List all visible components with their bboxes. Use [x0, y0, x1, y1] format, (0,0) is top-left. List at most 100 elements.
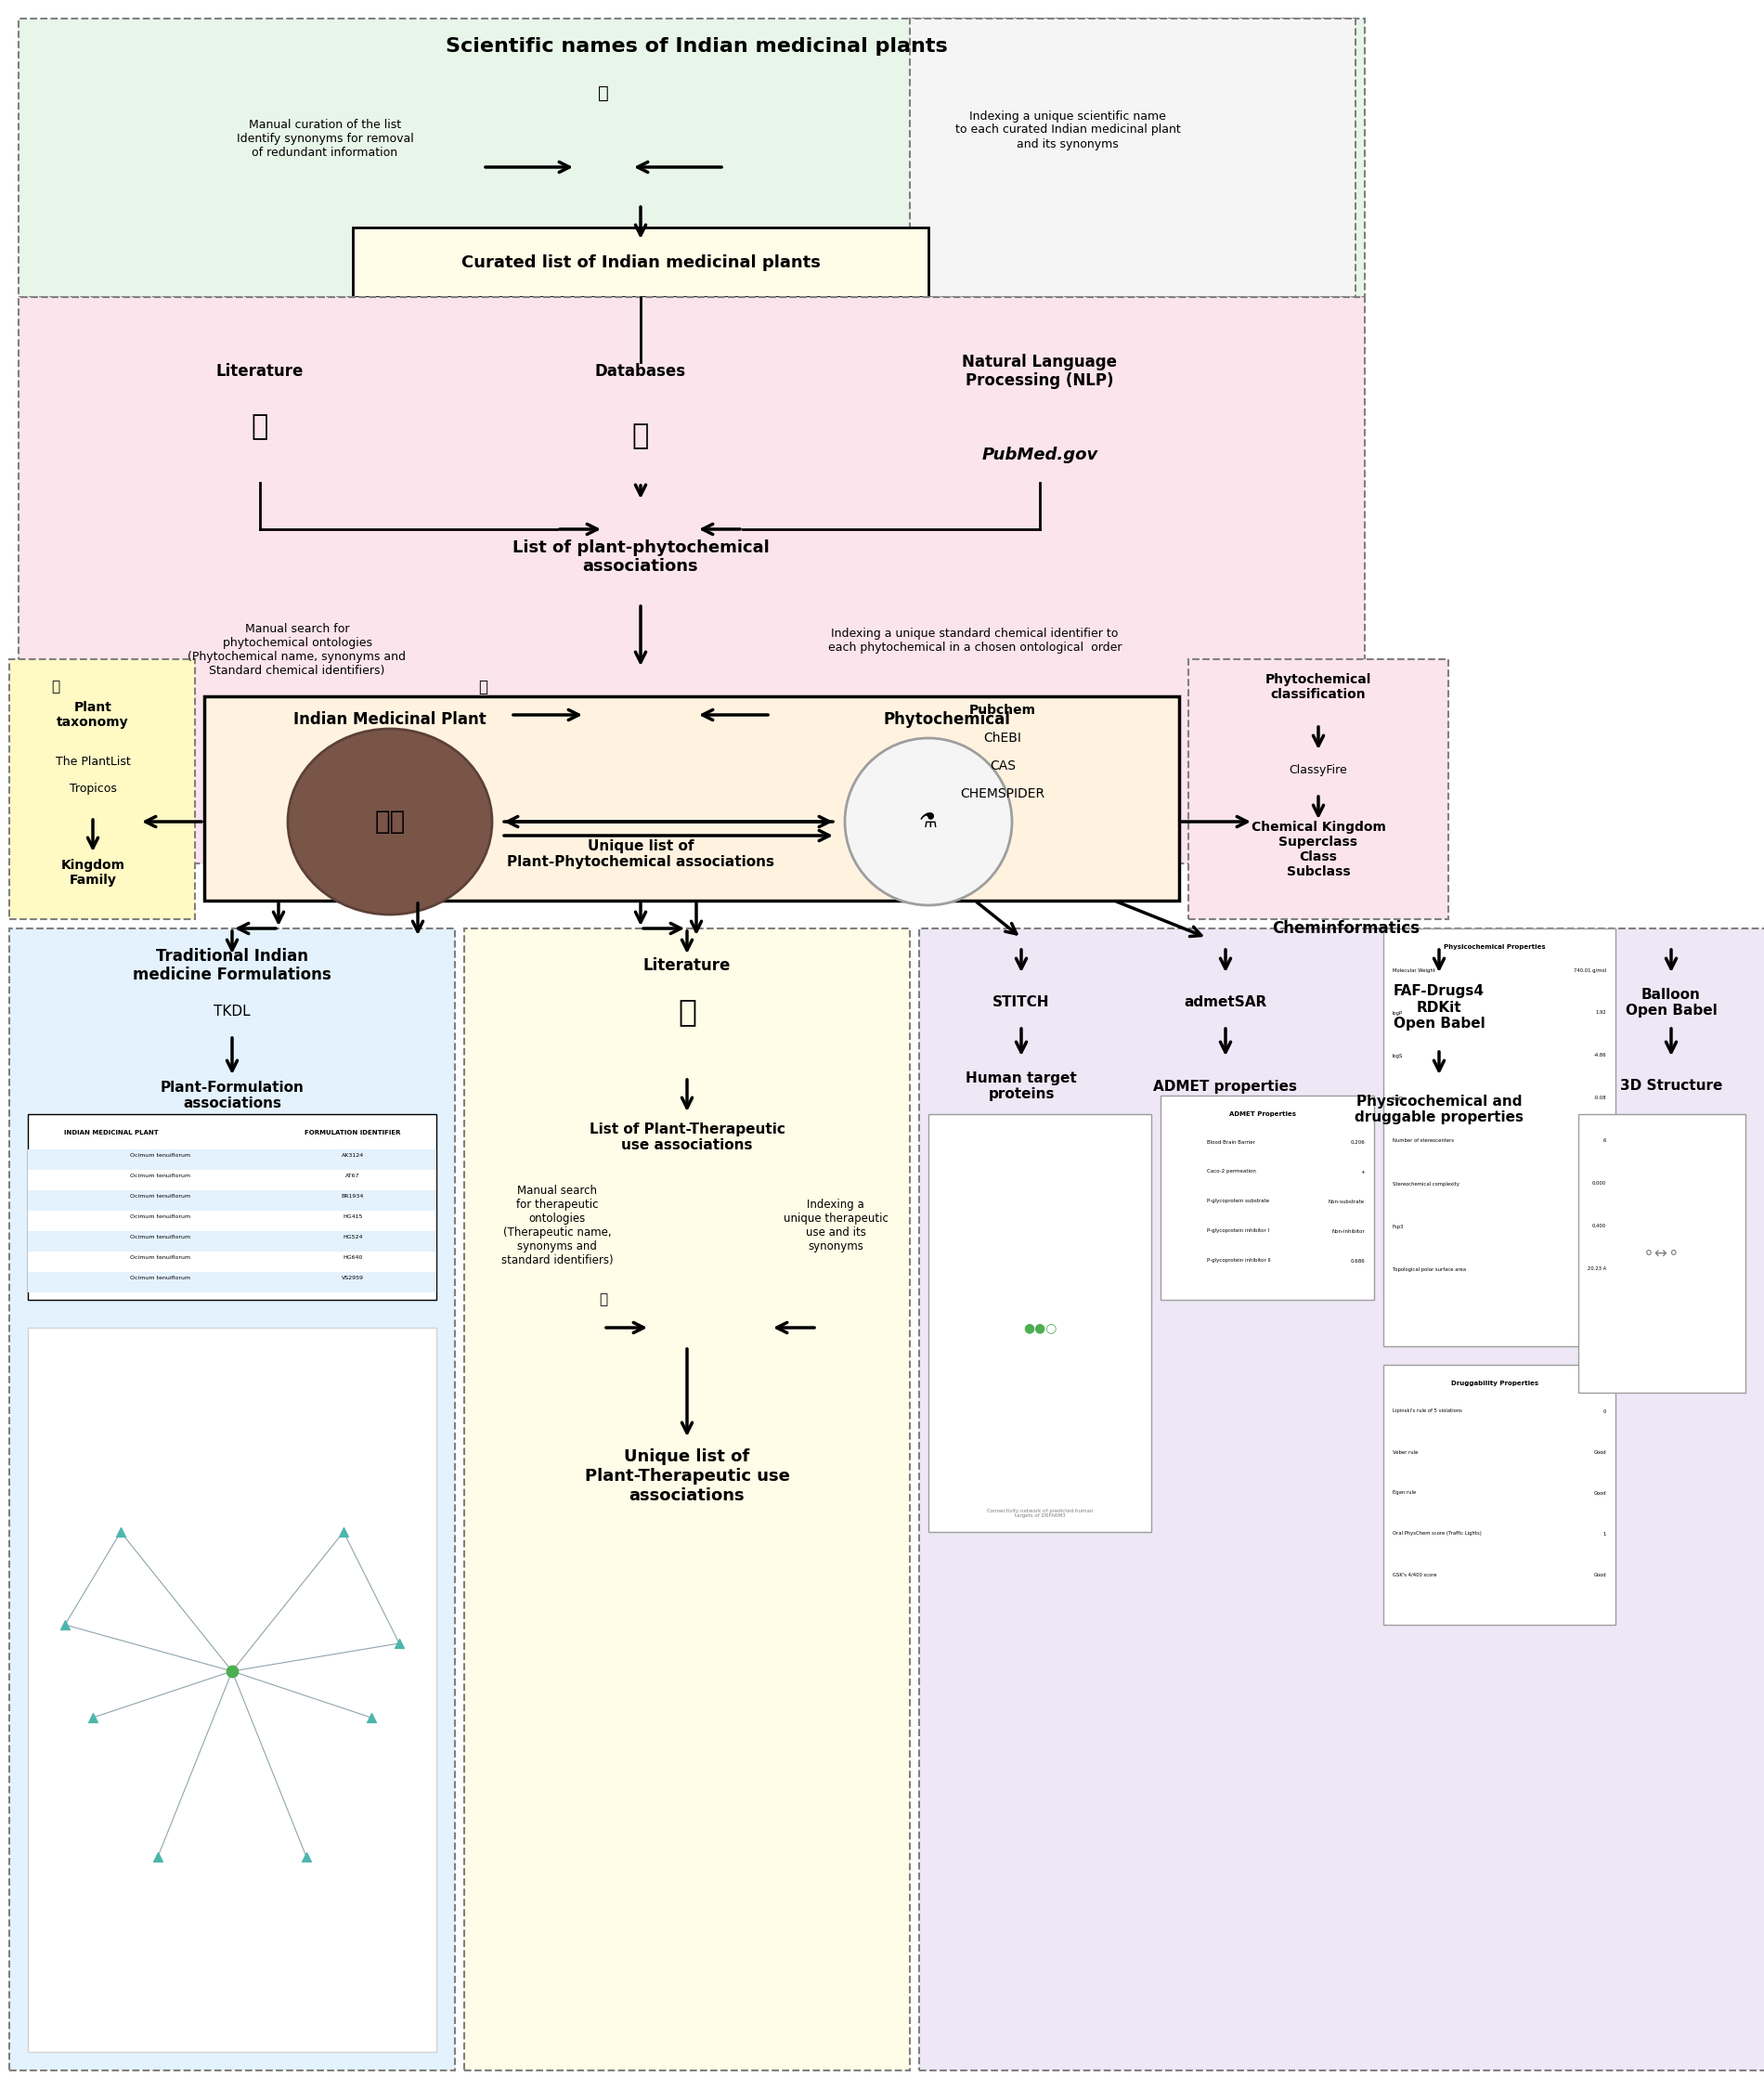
FancyBboxPatch shape [910, 19, 1355, 297]
Text: List of plant-phytochemical
associations: List of plant-phytochemical associations [512, 539, 769, 574]
Text: Caco-2 permeation: Caco-2 permeation [1207, 1170, 1256, 1174]
Text: Blood Brain Barrier: Blood Brain Barrier [1207, 1141, 1256, 1145]
FancyBboxPatch shape [28, 1272, 436, 1293]
FancyBboxPatch shape [9, 660, 196, 919]
Point [385, 1627, 413, 1661]
Text: Phytochemical
classification: Phytochemical classification [1265, 673, 1371, 702]
Text: Indexing a unique scientific name
to each curated Indian medicinal plant
and its: Indexing a unique scientific name to eac… [954, 111, 1180, 150]
Text: Connectivity network of predicted human
targets of DRFARM3: Connectivity network of predicted human … [986, 1508, 1094, 1519]
Text: Non-substrate: Non-substrate [1328, 1199, 1365, 1203]
Text: PubMed.gov: PubMed.gov [983, 447, 1097, 464]
Text: ChEBI: ChEBI [984, 731, 1021, 744]
Text: Pubchem: Pubchem [968, 704, 1035, 717]
Text: Tropicos: Tropicos [69, 783, 116, 796]
Text: Plant
taxonomy: Plant taxonomy [56, 702, 129, 729]
Point [79, 1700, 108, 1734]
Point [330, 1515, 358, 1548]
Text: GSK's 4/400 score: GSK's 4/400 score [1392, 1573, 1438, 1577]
Text: Indexing a
unique therapeutic
use and its
synonyms: Indexing a unique therapeutic use and it… [783, 1199, 887, 1253]
Text: Unique list of
Plant-Therapeutic use
associations: Unique list of Plant-Therapeutic use ass… [584, 1448, 790, 1504]
Text: TKDL: TKDL [213, 1005, 250, 1019]
Text: 🌺🌱: 🌺🌱 [374, 808, 406, 836]
Text: Lipinski's rule of 5 violations: Lipinski's rule of 5 violations [1392, 1408, 1462, 1414]
Text: 📖: 📖 [252, 414, 268, 441]
Text: VS2959: VS2959 [342, 1276, 363, 1281]
FancyBboxPatch shape [1161, 1095, 1374, 1299]
Text: AT67: AT67 [346, 1174, 360, 1178]
Text: Manual search for
phytochemical ontologies
(Phytochemical name, synonyms and
Sta: Manual search for phytochemical ontologi… [189, 623, 406, 677]
Text: FAF-Drugs4
RDKit
Open Babel: FAF-Drugs4 RDKit Open Babel [1394, 984, 1485, 1030]
Text: Number of stereocenters: Number of stereocenters [1392, 1139, 1454, 1143]
Text: 🖥: 🖥 [632, 422, 649, 449]
Text: List of Plant-Therapeutic
use associations: List of Plant-Therapeutic use associatio… [589, 1122, 785, 1153]
Text: 20.23 A: 20.23 A [1588, 1266, 1607, 1272]
FancyBboxPatch shape [919, 928, 1764, 2070]
Text: 1: 1 [1603, 1531, 1607, 1535]
Text: Ocimum tenuiflorum: Ocimum tenuiflorum [131, 1216, 191, 1220]
FancyBboxPatch shape [19, 297, 1365, 863]
Text: Topological polar surface area: Topological polar surface area [1392, 1266, 1466, 1272]
Text: FORMULATION IDENTIFIER: FORMULATION IDENTIFIER [305, 1130, 400, 1136]
Text: +: + [1360, 1170, 1365, 1174]
FancyBboxPatch shape [28, 1251, 436, 1272]
Text: Druggability Properties: Druggability Properties [1452, 1381, 1538, 1387]
FancyBboxPatch shape [28, 1329, 436, 2051]
Text: Unique list of
Plant-Phytochemical associations: Unique list of Plant-Phytochemical assoc… [506, 840, 774, 869]
Text: Literature: Literature [217, 363, 303, 380]
Text: Natural Language
Processing (NLP): Natural Language Processing (NLP) [963, 353, 1117, 389]
Text: 0: 0 [1603, 1408, 1607, 1414]
Text: Databases: Databases [594, 363, 686, 380]
Text: HG415: HG415 [342, 1216, 363, 1220]
FancyBboxPatch shape [19, 19, 1365, 297]
Ellipse shape [845, 737, 1013, 905]
Text: logS: logS [1392, 1053, 1402, 1057]
Text: Oral PhysChem score (Traffic Lights): Oral PhysChem score (Traffic Lights) [1392, 1531, 1482, 1535]
FancyBboxPatch shape [205, 696, 1178, 900]
Text: Veber rule: Veber rule [1392, 1450, 1418, 1454]
Text: -4.86: -4.86 [1593, 1053, 1607, 1057]
Text: P-glycoprotein substrate: P-glycoprotein substrate [1207, 1199, 1270, 1203]
Text: The PlantList: The PlantList [55, 756, 131, 767]
Text: Good: Good [1593, 1492, 1607, 1496]
Text: 6: 6 [1603, 1139, 1607, 1143]
Text: Indexing a unique standard chemical identifier to
each phytochemical in a chosen: Indexing a unique standard chemical iden… [827, 627, 1122, 654]
Text: 🚶: 🚶 [478, 679, 487, 696]
Text: Manual curation of the list
Identify synonyms for removal
of redundant informati: Manual curation of the list Identify syn… [236, 119, 413, 159]
Text: 1.92: 1.92 [1595, 1011, 1607, 1015]
Text: Balloon
Open Babel: Balloon Open Babel [1625, 988, 1716, 1017]
Text: ⚗: ⚗ [919, 813, 938, 831]
FancyBboxPatch shape [353, 228, 928, 297]
Text: Scientific names of Indian medicinal plants: Scientific names of Indian medicinal pla… [445, 38, 947, 56]
Text: Good: Good [1593, 1450, 1607, 1454]
Text: ●●○: ●●○ [1023, 1320, 1057, 1335]
Text: P-glycoprotein inhibitor I: P-glycoprotein inhibitor I [1207, 1228, 1270, 1233]
Point [293, 1840, 321, 1874]
Text: Good: Good [1593, 1573, 1607, 1577]
Text: 0.000: 0.000 [1593, 1182, 1607, 1187]
Text: Ocimum tenuiflorum: Ocimum tenuiflorum [131, 1235, 191, 1241]
Text: CAS: CAS [990, 760, 1016, 773]
Point [219, 1654, 247, 1688]
Text: Human target
proteins: Human target proteins [965, 1072, 1076, 1101]
Text: Non-inhibitor: Non-inhibitor [1332, 1228, 1365, 1233]
Text: HG640: HG640 [342, 1255, 363, 1260]
FancyBboxPatch shape [28, 1230, 436, 1251]
Text: ⚬↔⚬: ⚬↔⚬ [1642, 1245, 1681, 1262]
Point [106, 1515, 134, 1548]
Text: admetSAR: admetSAR [1184, 996, 1267, 1009]
Text: Chemical Kingdom
Superclass
Class
Subclass: Chemical Kingdom Superclass Class Subcla… [1251, 821, 1385, 879]
Text: Egan rule: Egan rule [1392, 1492, 1416, 1496]
Text: Physicochemical Properties: Physicochemical Properties [1445, 944, 1545, 950]
Text: ADMET properties: ADMET properties [1154, 1080, 1298, 1093]
Text: CHEMSPIDER: CHEMSPIDER [960, 788, 1044, 800]
Text: Curated list of Indian medicinal plants: Curated list of Indian medicinal plants [460, 255, 820, 272]
Text: 🚶: 🚶 [598, 84, 609, 102]
Text: 0.400: 0.400 [1593, 1224, 1607, 1228]
Point [143, 1840, 171, 1874]
Point [358, 1700, 386, 1734]
Text: 🚶: 🚶 [600, 1293, 609, 1308]
Text: P-glycoprotein inhibitor II: P-glycoprotein inhibitor II [1207, 1258, 1270, 1264]
Text: ADMET Properties: ADMET Properties [1230, 1111, 1297, 1118]
Text: 0.206: 0.206 [1349, 1141, 1365, 1145]
Text: Phytochemical: Phytochemical [884, 710, 1011, 727]
